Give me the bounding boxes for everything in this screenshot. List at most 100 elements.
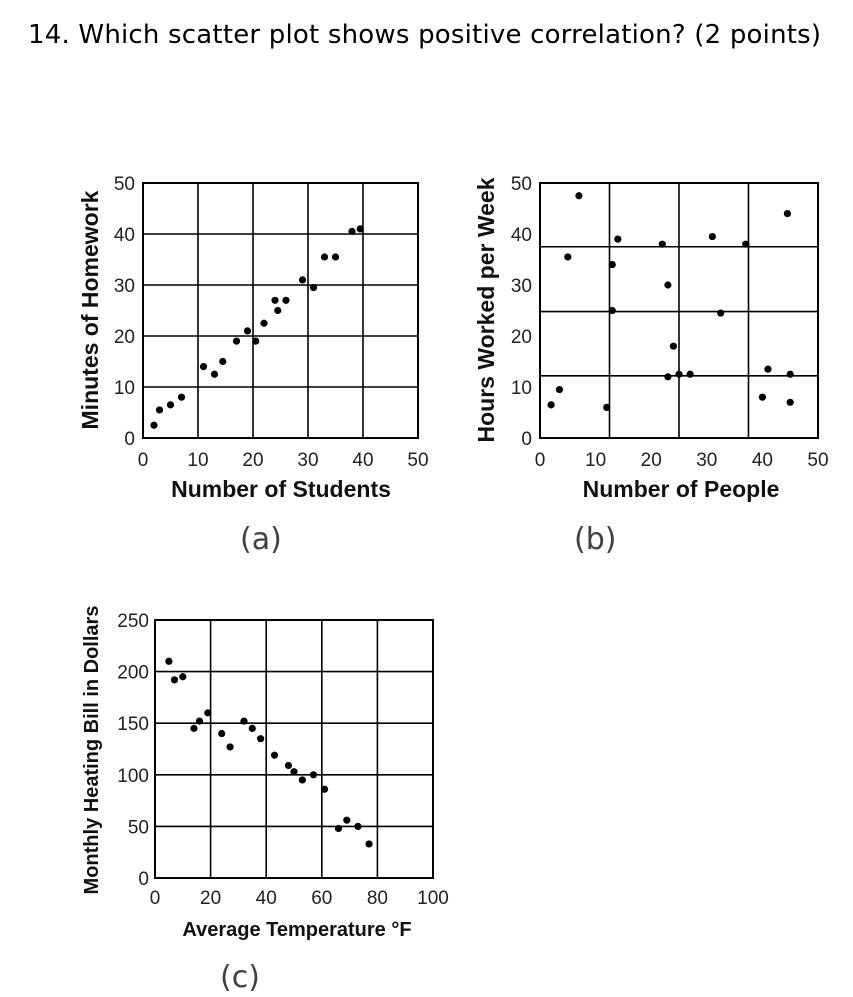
chart-c-ytick-label: 50 [128, 817, 149, 838]
chart-a-data-point [166, 401, 175, 409]
chart-c-ytick-label: 100 [117, 766, 149, 787]
chart-a-data-point [155, 406, 164, 414]
chart-c-xtick-label: 80 [367, 888, 388, 909]
chart-a-ytick-label: 0 [124, 429, 135, 450]
chart-a-data-point [243, 327, 252, 335]
chart-c-xtick-label: 60 [311, 888, 332, 909]
chart-b-frame [539, 182, 819, 439]
chart-a-data-point [219, 357, 227, 366]
chart-a-ytick-label: 10 [114, 378, 135, 399]
chart-b-y-axis-title: Hours Worked per Week [473, 177, 499, 442]
chart-b-data-point [664, 281, 672, 289]
chart-c-y-axis-title: Monthly Heating Bill in Dollars [81, 606, 103, 895]
caption-b: (b) [574, 522, 617, 557]
chart-c-data-point [165, 657, 173, 665]
chart-b-ytick-label: 0 [521, 429, 532, 450]
chart-a-frame [142, 182, 419, 439]
chart-c-data-point [270, 751, 279, 759]
chart-a-ytick-label: 30 [114, 276, 135, 297]
chart-c-data-point [257, 735, 265, 743]
chart-a-data-point [252, 337, 260, 345]
chart-c-data-point [190, 724, 198, 732]
chart-a-data-point [271, 296, 279, 304]
chart-c-data-point [298, 776, 306, 784]
chart-b-data-point [658, 240, 666, 248]
chart-b-xtick-label: 50 [807, 450, 828, 471]
chart-b-data-point [603, 403, 611, 411]
chart-a-ytick-label: 20 [114, 327, 135, 348]
chart-c-data-point [248, 724, 256, 732]
chart-b-data-point [675, 370, 683, 378]
chart-b-data-point [547, 401, 555, 409]
chart-b-ytick-label: 10 [511, 378, 532, 399]
chart-b-data-point [664, 373, 672, 381]
chart-b-data-point [786, 370, 794, 378]
chart-a-data-point [298, 276, 307, 284]
chart-c-ytick-label: 250 [117, 611, 149, 632]
chart-a-data-point [282, 296, 290, 304]
chart-c-data-point [218, 729, 226, 738]
chart-c-data-point [309, 771, 318, 779]
chart-a-data-point [260, 319, 268, 327]
chart-b-data-point [669, 342, 678, 350]
chart-c-x-axis-title: Average Temperature °F [182, 919, 411, 941]
chart-b-data-point [608, 306, 616, 315]
chart-b-data-point [717, 309, 725, 317]
chart-b-xtick-label: 20 [641, 450, 662, 471]
chart-b-data-point [764, 365, 772, 373]
chart-b-ytick-label: 30 [511, 276, 532, 297]
chart-a-data-point [320, 253, 329, 261]
chart-b-xtick-label: 0 [535, 450, 546, 471]
chart-a-xtick-label: 40 [352, 450, 373, 471]
chart-b-x-axis-title: Number of People [583, 476, 780, 502]
caption-c: (c) [220, 960, 260, 995]
chart-a-data-point [150, 421, 158, 429]
chart-a-xtick-label: 0 [138, 450, 149, 471]
chart-c-data-point [365, 840, 373, 848]
chart-b-data-point [742, 240, 750, 248]
chart-b-data-point [564, 253, 572, 261]
chart-c-ytick-label: 0 [138, 869, 149, 890]
chart-b-xtick-label: 10 [585, 450, 606, 471]
chart-a-x-axis-title: Number of Students [171, 476, 391, 502]
chart-b-data-point [708, 232, 716, 241]
chart-a-data-point [309, 283, 318, 292]
chart-b-ytick-label: 50 [511, 174, 532, 195]
chart-a-y-axis-title: Minutes of Homework [77, 190, 103, 429]
chart-a-data-point [210, 370, 219, 378]
chart-b-ytick-label: 20 [511, 327, 532, 348]
chart-b-data-point [555, 385, 564, 394]
chart-a-data-point [274, 306, 282, 315]
chart-b-data-point [758, 393, 767, 401]
chart-b-data-point [786, 398, 794, 406]
chart-b-data-point [614, 235, 622, 243]
chart-c-xtick-label: 40 [256, 888, 277, 909]
chart-c-data-point [170, 676, 179, 684]
question-text: 14. Which scatter plot shows positive co… [28, 20, 822, 50]
chart-c-data-point [320, 785, 329, 793]
chart-b-ytick-label: 40 [511, 225, 532, 246]
chart-c-frame [154, 619, 434, 879]
chart-a-data-point [356, 225, 364, 233]
chart-c-data-point [204, 709, 212, 717]
chart-c-xtick-label: 100 [417, 888, 449, 909]
chart-c-data-point [354, 822, 362, 831]
chart-c-xtick-label: 20 [200, 888, 221, 909]
chart-c-data-point [179, 673, 187, 681]
chart-a-data-point [331, 253, 340, 261]
chart-b-data-point [608, 261, 616, 269]
chart-b-xtick-label: 40 [752, 450, 773, 471]
chart-b-xtick-label: 30 [696, 450, 717, 471]
chart-b-data-point [783, 210, 792, 218]
chart-c-data-point [334, 824, 343, 833]
chart-c-xtick-label: 0 [150, 888, 161, 909]
chart-c-data-point [290, 768, 298, 776]
chart-a-data-point [177, 393, 186, 401]
chart-c-ytick-label: 150 [117, 714, 149, 735]
chart-c-data-point [240, 717, 248, 725]
chart-a-ytick-label: 40 [114, 225, 135, 246]
chart-b-data-point [686, 370, 694, 378]
caption-a: (a) [240, 522, 282, 557]
chart-a-data-point [348, 227, 356, 236]
chart-c-data-point [284, 761, 293, 770]
